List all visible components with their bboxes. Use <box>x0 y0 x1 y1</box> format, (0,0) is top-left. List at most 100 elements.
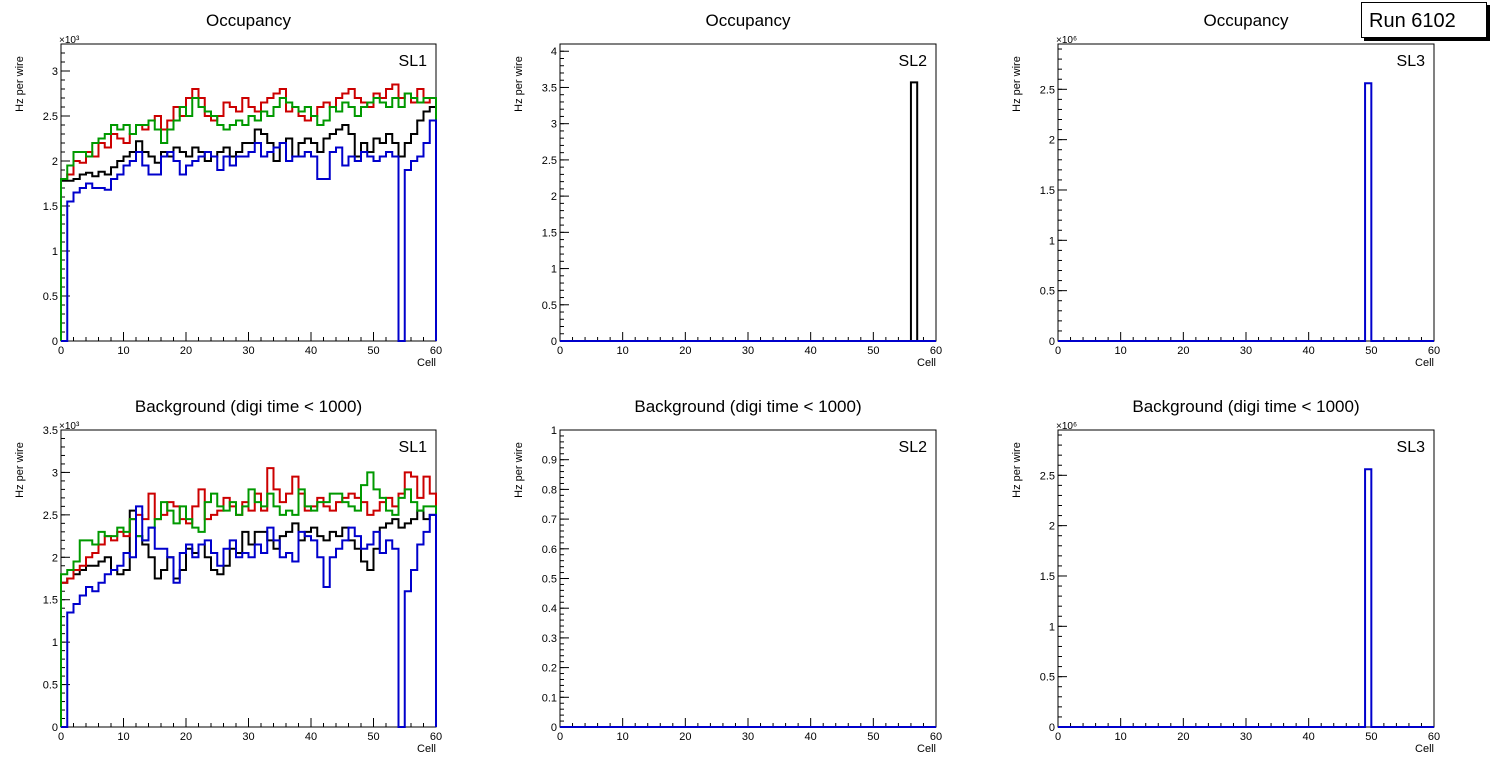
x-tick-label: 60 <box>430 345 442 357</box>
y-tick-label: 4 <box>551 46 557 58</box>
y-tick-label: 0.7 <box>542 514 557 526</box>
y-axis-title: Hz per wire <box>1011 442 1023 498</box>
y-tick-label: 0.5 <box>1040 286 1055 298</box>
x-tick-label: 50 <box>367 731 379 743</box>
y-tick-label: 1 <box>1049 621 1055 633</box>
x-axis-title: Cell <box>917 357 936 369</box>
x-tick-label: 0 <box>557 345 563 357</box>
superlayer-label: SL2 <box>899 439 928 456</box>
x-tick-label: 40 <box>1303 731 1315 743</box>
chart-title: Occupancy <box>1203 11 1289 30</box>
plot-frame <box>60 429 437 728</box>
y-tick-label: 2 <box>1049 135 1055 147</box>
x-tick-label: 40 <box>305 345 317 357</box>
x-tick-label: 50 <box>367 345 379 357</box>
y-axis-title: Hz per wire <box>513 56 525 112</box>
x-tick-label: 20 <box>679 345 691 357</box>
superlayer-label: SL1 <box>399 439 428 456</box>
chart-title: Occupancy <box>705 11 791 30</box>
y-tick-label: 3.5 <box>542 82 557 94</box>
x-tick-label: 30 <box>1240 345 1252 357</box>
x-tick-label: 30 <box>242 731 254 743</box>
x-tick-label: 10 <box>1115 345 1127 357</box>
chart-title: Background (digi time < 1000) <box>135 397 362 416</box>
x-tick-label: 60 <box>430 731 442 743</box>
y-tick-label: 1.5 <box>542 227 557 239</box>
x-tick-label: 60 <box>930 731 942 743</box>
y-tick-label: 2 <box>1049 521 1055 533</box>
y-tick-label: 0 <box>52 336 58 348</box>
x-tick-label: 10 <box>617 731 629 743</box>
y-tick-label: 0 <box>52 722 58 734</box>
y-tick-label: 2.5 <box>542 155 557 167</box>
histogram-series-l1 <box>60 106 437 341</box>
chart-panel-4: Background (digi time < 1000) SL1 Cell Hz p… <box>14 397 442 755</box>
x-axis-title: Cell <box>417 357 436 369</box>
x-tick-label: 10 <box>117 345 129 357</box>
x-tick-label: 20 <box>180 345 192 357</box>
x-axis-title: Cell <box>417 743 436 755</box>
y-tick-label: 1 <box>52 637 58 649</box>
y-axis-title: Hz per wire <box>513 442 525 498</box>
x-axis-title: Cell <box>1415 357 1434 369</box>
y-tick-label: 0.3 <box>542 633 557 645</box>
y-tick-label: 0 <box>551 722 557 734</box>
y-tick-label: 1.5 <box>1040 571 1055 583</box>
y-tick-label: 0.9 <box>542 455 557 467</box>
axis-multiplier: ×10⁶ <box>1056 421 1077 432</box>
y-tick-label: 0.6 <box>542 544 557 556</box>
histogram-series-l1 <box>560 81 936 342</box>
histogram-series-l2 <box>60 83 437 341</box>
y-tick-label: 1 <box>551 264 557 276</box>
x-tick-label: 30 <box>1240 731 1252 743</box>
y-tick-label: 1.5 <box>43 595 58 607</box>
chart-title: Background (digi time < 1000) <box>1132 397 1359 416</box>
y-tick-label: 0.5 <box>542 574 557 586</box>
x-tick-label: 0 <box>1055 345 1061 357</box>
y-tick-label: 1.5 <box>1040 185 1055 197</box>
plot-frame <box>1057 429 1435 728</box>
y-axis-title: Hz per wire <box>14 56 26 112</box>
x-tick-label: 50 <box>1365 345 1377 357</box>
x-tick-label: 30 <box>242 345 254 357</box>
y-tick-label: 0.5 <box>1040 672 1055 684</box>
y-tick-label: 2 <box>52 156 58 168</box>
histogram-series-l4 <box>1058 468 1434 728</box>
axis-multiplier: ×10⁶ <box>1056 35 1077 46</box>
y-tick-label: 0.8 <box>542 484 557 496</box>
x-tick-label: 50 <box>867 345 879 357</box>
y-tick-label: 3 <box>52 467 58 479</box>
y-axis-title: Hz per wire <box>1011 56 1023 112</box>
x-axis-title: Cell <box>1415 743 1434 755</box>
axis-multiplier: ×10³ <box>59 35 80 46</box>
y-tick-label: 0 <box>1049 722 1055 734</box>
y-tick-label: 0.5 <box>43 680 58 692</box>
y-tick-label: 2.5 <box>43 510 58 522</box>
y-tick-label: 2 <box>52 552 58 564</box>
x-tick-label: 50 <box>1365 731 1377 743</box>
superlayer-label: SL1 <box>399 53 428 70</box>
plot-frame <box>60 43 437 342</box>
y-tick-label: 1 <box>52 246 58 258</box>
x-tick-label: 10 <box>1115 731 1127 743</box>
x-tick-label: 60 <box>1428 345 1440 357</box>
x-axis-title: Cell <box>917 743 936 755</box>
chart-title: Background (digi time < 1000) <box>634 397 861 416</box>
y-tick-label: 0 <box>1049 336 1055 348</box>
y-tick-label: 1 <box>551 425 557 437</box>
y-tick-label: 1 <box>1049 235 1055 247</box>
histogram-series-l4 <box>1058 82 1434 342</box>
x-tick-label: 20 <box>180 731 192 743</box>
x-tick-label: 40 <box>805 345 817 357</box>
y-tick-label: 0.1 <box>542 692 557 704</box>
x-tick-label: 10 <box>617 345 629 357</box>
plot-frame <box>559 429 937 728</box>
x-tick-label: 0 <box>58 345 64 357</box>
y-axis-title: Hz per wire <box>14 442 26 498</box>
y-tick-label: 0.2 <box>542 663 557 675</box>
y-tick-label: 1.5 <box>43 201 58 213</box>
y-tick-label: 0.5 <box>43 291 58 303</box>
